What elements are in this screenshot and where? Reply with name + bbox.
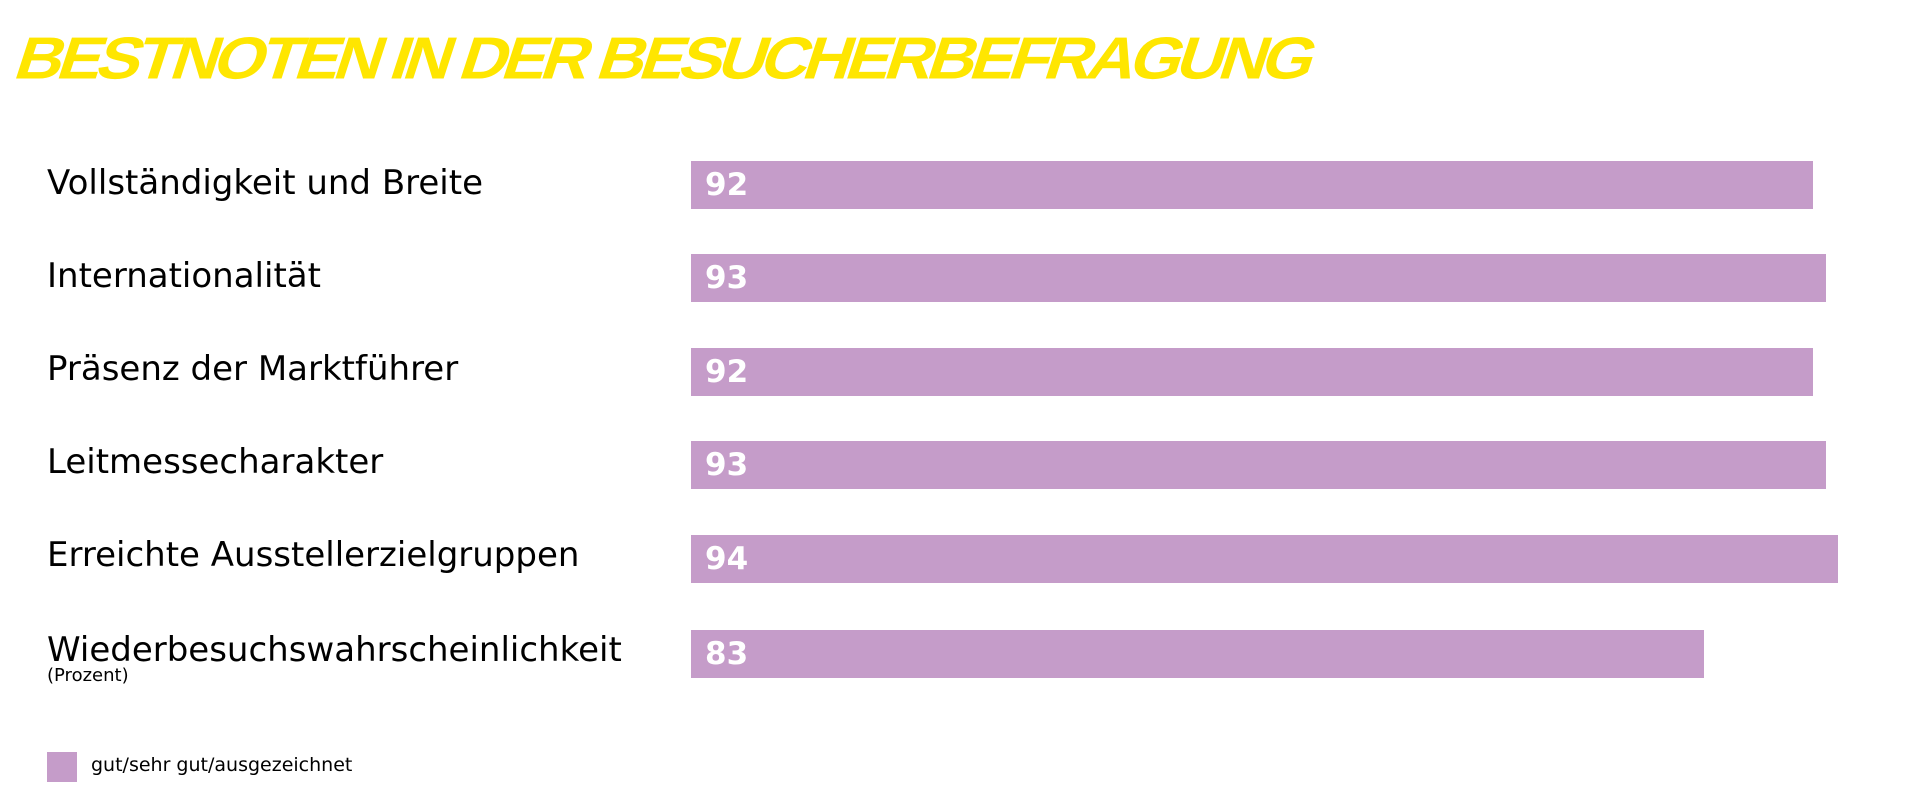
unit-note: (Prozent) [47, 665, 129, 686]
category-label: Wiederbesuchswahrscheinlichkeit [47, 630, 622, 670]
bar-value-label: 92 [705, 167, 749, 203]
legend-label: gut/sehr gut/ausgezeichnet [91, 754, 353, 776]
bar-value-label: 93 [705, 260, 749, 296]
bar-value-label: 92 [705, 354, 749, 390]
bar-value-label: 93 [705, 447, 749, 483]
bar: 93 [691, 441, 1826, 489]
bar-value-label: 94 [705, 541, 749, 577]
bar: 83 [691, 630, 1704, 678]
category-label: Internationalität [47, 256, 321, 296]
category-label: Leitmessecharakter [47, 442, 384, 482]
legend-swatch [47, 752, 77, 782]
bar: 93 [691, 254, 1826, 302]
category-label: Erreichte Ausstellerzielgruppen [47, 535, 580, 575]
category-label: Präsenz der Marktführer [47, 349, 459, 389]
bar: 92 [691, 348, 1814, 396]
category-label: Vollständigkeit und Breite [47, 163, 483, 203]
bar-value-label: 83 [705, 636, 749, 672]
bar: 94 [691, 535, 1838, 583]
chart-title: BESTNOTEN IN DER BESUCHERBEFRAGUNG [7, 24, 1323, 91]
bar: 92 [691, 161, 1814, 209]
